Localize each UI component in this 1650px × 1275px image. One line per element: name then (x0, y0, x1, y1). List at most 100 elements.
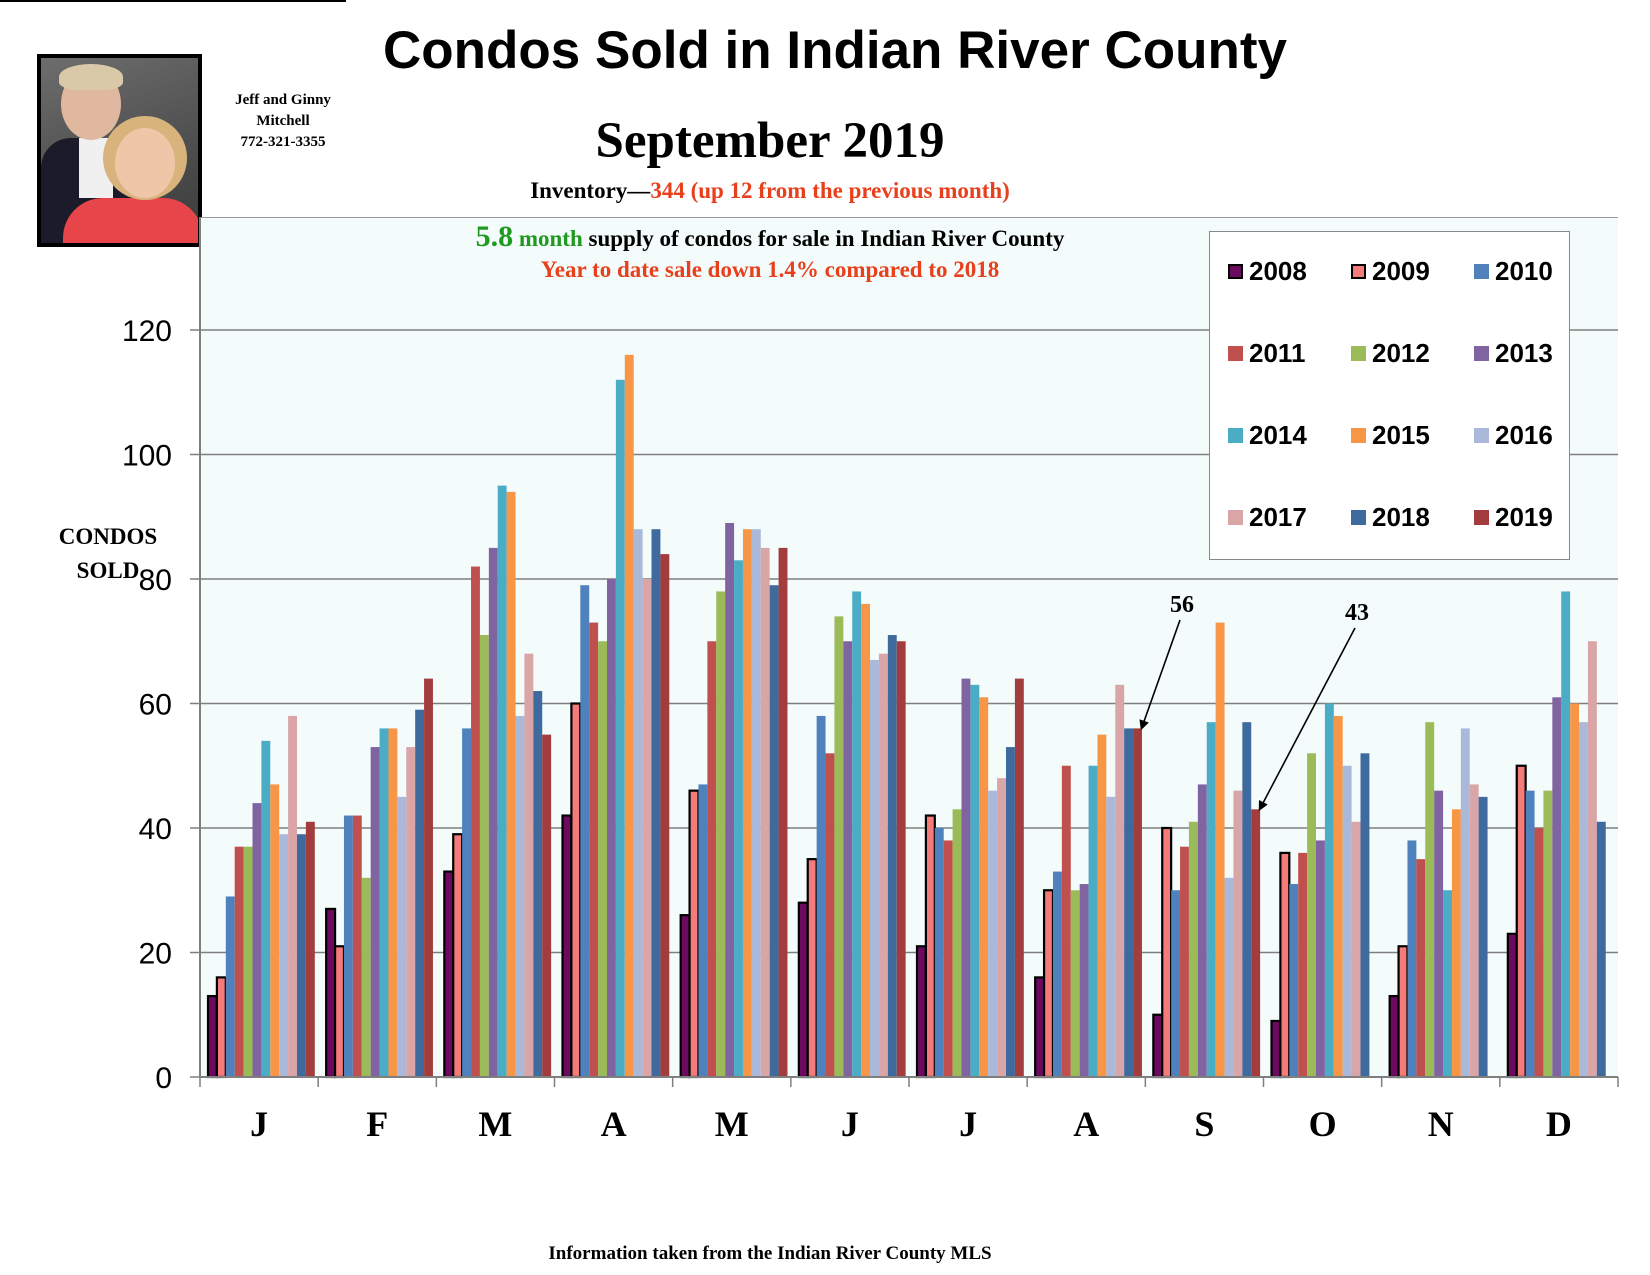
bar-2017-6 (997, 778, 1006, 1077)
bar-2012-2 (479, 635, 489, 1077)
bar-2009-10 (1397, 945, 1409, 1079)
legend-label: 2009 (1372, 256, 1430, 286)
legend-swatch (1474, 428, 1489, 443)
legend-label: 2018 (1372, 502, 1430, 532)
bar-2013-9 (1316, 840, 1325, 1077)
photo-man-hair (59, 64, 123, 90)
bar-2009-7 (1042, 889, 1055, 1079)
bar-2015-3 (624, 354, 634, 1077)
legend-swatch (1228, 346, 1243, 361)
legend-label: 2014 (1249, 420, 1307, 450)
legend-label: 2012 (1372, 338, 1430, 368)
legend-swatch (1351, 510, 1366, 525)
bar-2010-6 (934, 828, 944, 1077)
inventory-value: 344 (up 12 from the previous month) (650, 178, 1010, 203)
legend-label: 2015 (1372, 420, 1430, 450)
x-tick-label: J (841, 1104, 859, 1144)
bar-2013-2 (488, 547, 498, 1077)
bar-2010-7 (1052, 871, 1062, 1077)
bar-2015-9 (1333, 715, 1343, 1077)
legend-label: 2017 (1249, 502, 1307, 532)
bar-2013-4 (725, 522, 735, 1077)
y-axis-label-line2: SOLD (76, 558, 140, 583)
bar-2019-5 (896, 641, 906, 1077)
bar-2019-3 (660, 554, 670, 1077)
bar-2008-2 (443, 870, 455, 1079)
bar-2008-11 (1506, 932, 1518, 1079)
bar-2016-9 (1342, 765, 1352, 1077)
annotations: 56 43 (1139, 592, 1369, 812)
supply-line: 5.8 month supply of condos for sale in I… (0, 220, 1540, 254)
bar-2009-9 (1279, 851, 1291, 1079)
bar-2011-7 (1061, 765, 1071, 1077)
bar-2018-4 (769, 585, 779, 1077)
legend-swatch (1474, 510, 1489, 525)
annotation-arrow (1139, 619, 1181, 731)
bar-2011-10 (1416, 859, 1426, 1077)
bar-2012-11 (1543, 790, 1553, 1077)
bar-2008-0 (206, 994, 218, 1079)
bar-2017-3 (642, 579, 652, 1077)
bar-2014-2 (497, 485, 507, 1077)
y-tick-label: 0 (155, 1062, 172, 1095)
legend-swatch (1474, 346, 1489, 361)
x-tick-label: J (250, 1104, 268, 1144)
x-tick-label: D (1546, 1104, 1572, 1144)
bar-2011-8 (1180, 846, 1189, 1077)
bar-2019-1 (424, 678, 433, 1077)
bar-2012-1 (361, 877, 371, 1077)
chart-subtitle: September 2019 (595, 113, 945, 169)
bar-2011-9 (1298, 852, 1308, 1077)
legend-label: 2019 (1495, 502, 1553, 532)
bar-2015-2 (506, 491, 516, 1078)
bar-2012-7 (1070, 890, 1080, 1077)
bar-2018-2 (533, 691, 543, 1077)
bar-2018-5 (887, 635, 897, 1077)
bar-2017-4 (760, 547, 770, 1077)
bar-2018-3 (651, 529, 661, 1077)
bar-2016-3 (633, 529, 643, 1077)
bar-2017-5 (878, 653, 888, 1077)
bar-2019-0 (305, 821, 315, 1077)
x-tick-label: M (478, 1104, 512, 1144)
bar-2013-3 (607, 579, 616, 1077)
bar-2016-4 (751, 529, 761, 1077)
bar-2016-1 (397, 796, 407, 1077)
bar-2014-5 (852, 591, 862, 1077)
legend-item-2011: 2011 (1228, 338, 1305, 369)
photo-woman-top (63, 198, 198, 243)
photo-woman-face (115, 128, 175, 198)
bar-2016-7 (1106, 796, 1116, 1077)
bar-2008-4 (679, 914, 691, 1079)
axes (199, 217, 1619, 1087)
legend-swatch (1228, 264, 1243, 279)
legend-label: 2016 (1495, 420, 1553, 450)
bar-2010-1 (343, 815, 353, 1077)
bar-2009-1 (333, 945, 346, 1079)
y-axis-label: CONDOS SOLD (38, 520, 178, 588)
x-tick-label: O (1309, 1104, 1337, 1144)
y-tick-label: 80 (139, 564, 172, 597)
y-tick-label: 20 (139, 938, 172, 971)
bar-2013-10 (1434, 790, 1444, 1077)
x-tick-label: S (1194, 1104, 1214, 1144)
bar-2019-8 (1251, 809, 1261, 1077)
bar-2009-4 (688, 789, 700, 1079)
bar-2008-3 (561, 814, 573, 1079)
bar-2011-1 (352, 815, 362, 1077)
bars (206, 354, 1606, 1079)
bar-2008-9 (1270, 1019, 1282, 1079)
annotation-label: 56 (1170, 592, 1194, 618)
bar-2017-9 (1351, 821, 1361, 1077)
bar-2011-11 (1534, 828, 1544, 1077)
bar-2013-11 (1552, 697, 1562, 1077)
bar-2014-6 (970, 684, 980, 1077)
y-tick-labels: 0 20 40 60 80 100 120 (122, 315, 172, 1095)
y-tick-label: 100 (122, 440, 172, 473)
bar-2013-0 (252, 803, 262, 1077)
x-tick-label: A (1073, 1104, 1099, 1144)
agent-photo (37, 54, 202, 247)
bar-2014-9 (1324, 703, 1334, 1077)
bar-2010-10 (1407, 840, 1417, 1077)
